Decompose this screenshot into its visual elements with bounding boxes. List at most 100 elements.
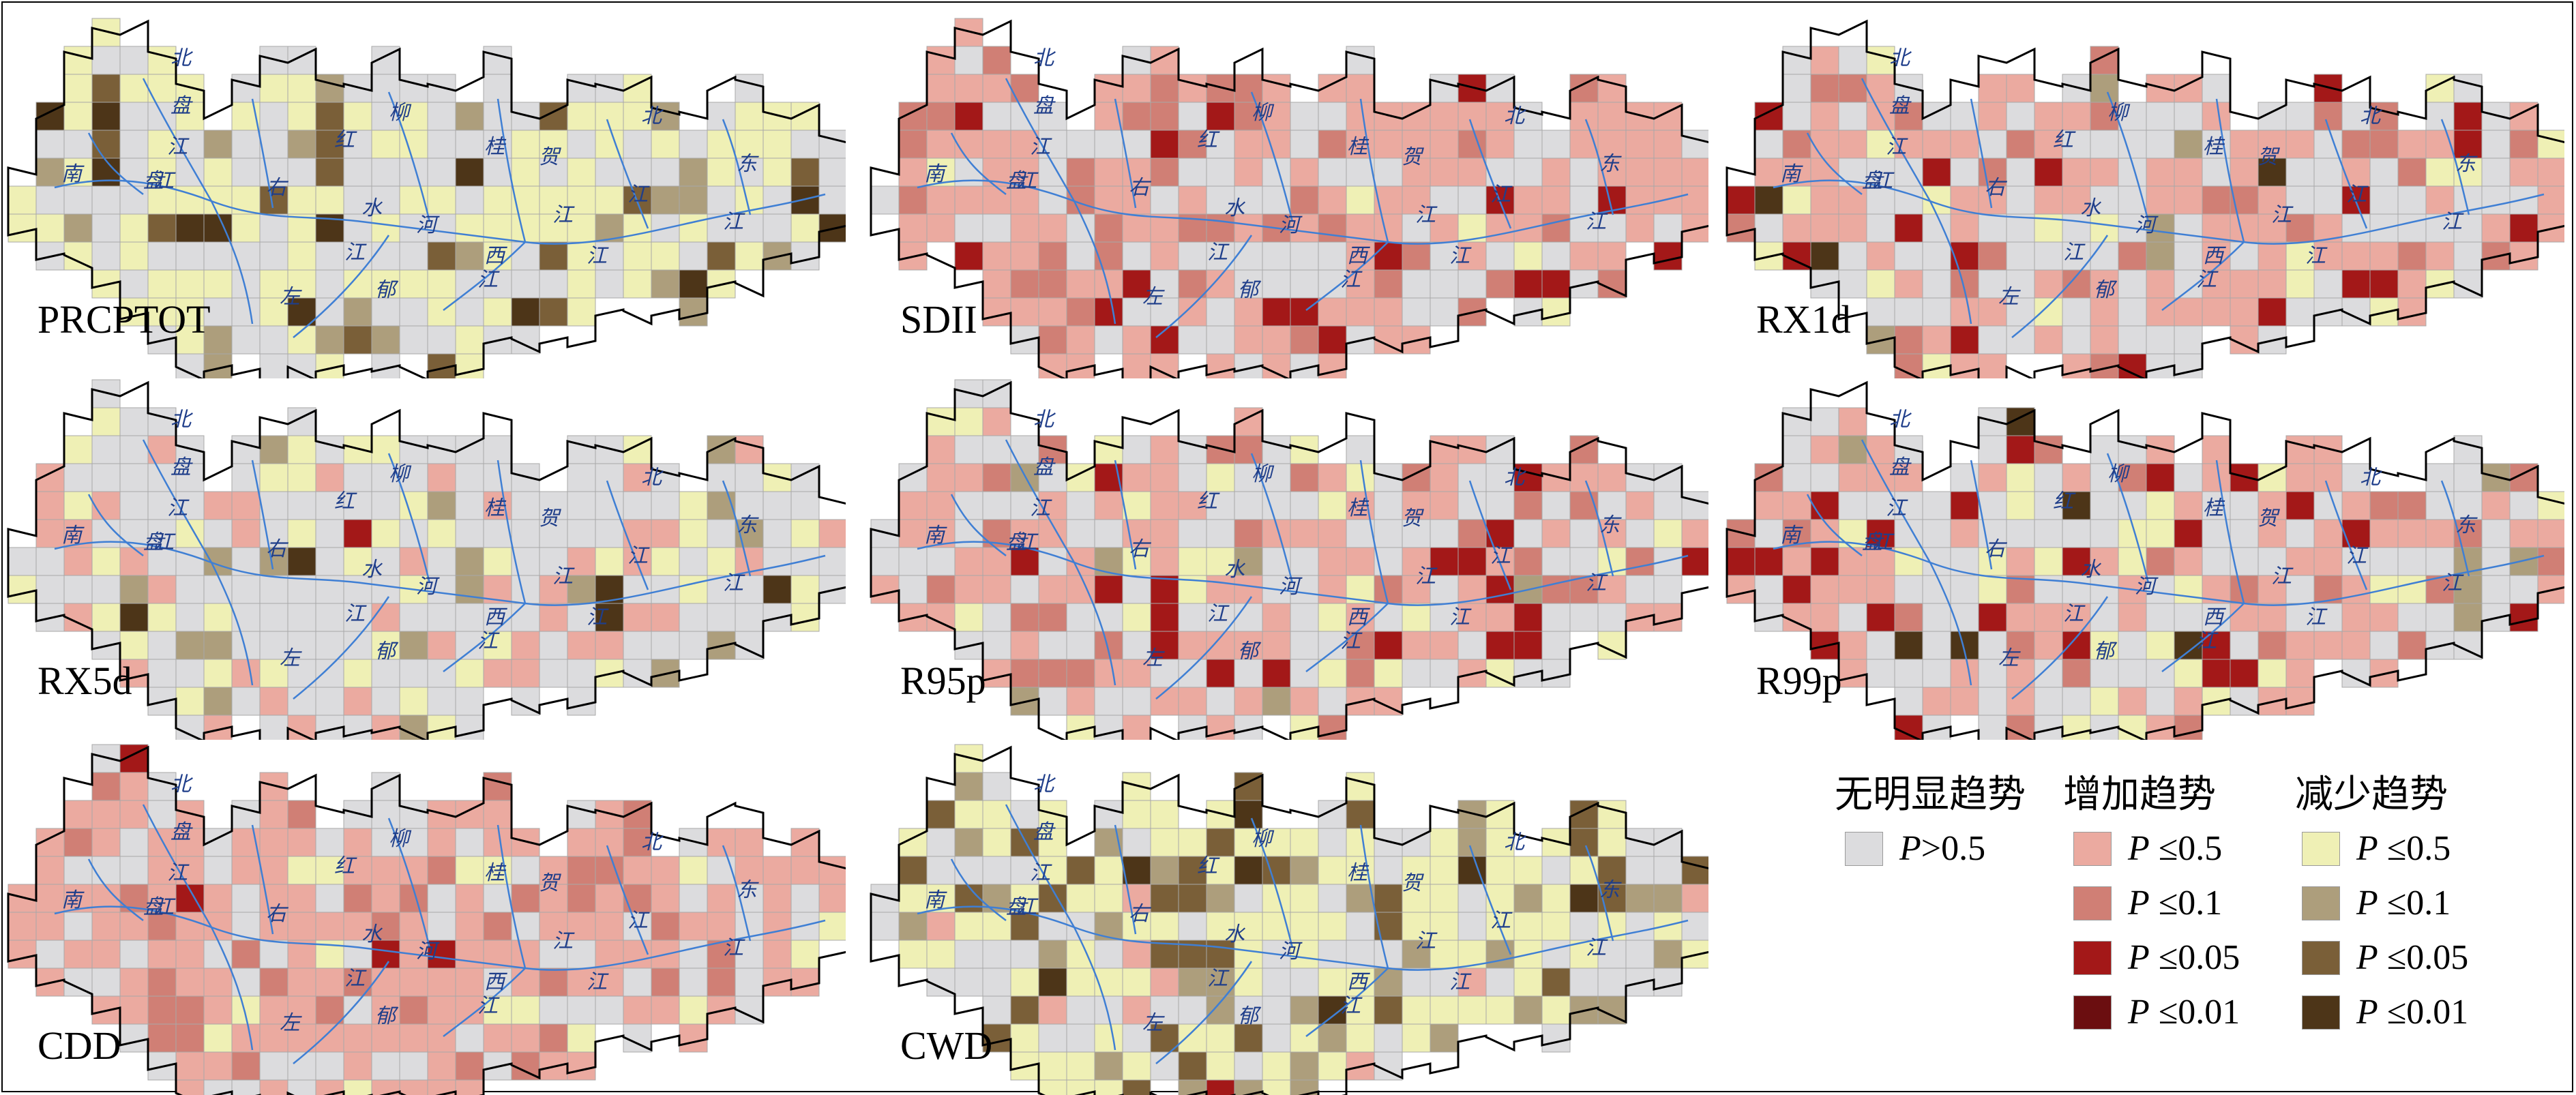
grid-cell-gray [1262, 185, 1291, 215]
grid-cell-inc-05 [2257, 575, 2287, 604]
grid-cell-gray [763, 213, 792, 243]
grid-cell-dec-05 [651, 241, 680, 271]
grid-cell-dec-05 [2090, 213, 2119, 243]
river-char: 郁 [1238, 278, 1262, 302]
grid-cell-gray [175, 575, 205, 604]
grid-cell-gray [231, 800, 261, 829]
grid-cell-gray [1262, 967, 1291, 997]
grid-cell-inc-05 [2341, 603, 2371, 632]
grid-cell-gray [1262, 1023, 1291, 1053]
grid-cell-inc-05 [1681, 884, 1708, 913]
grid-cell-inc-005 [2118, 353, 2147, 378]
grid-cell-inc-05 [287, 715, 316, 740]
grid-cell-gray [1066, 519, 1095, 548]
grid-cell-inc-05 [1430, 435, 1459, 464]
river-line [2324, 480, 2368, 590]
panel-label-sdii: SDII [900, 297, 977, 342]
grid-cell-inc-05 [2285, 463, 2315, 492]
grid-cell-dec-05 [1430, 884, 1459, 913]
grid-cell-gray [511, 519, 540, 548]
grid-cell-inc-05 [1150, 241, 1179, 271]
grid-cell-gray [1038, 1023, 1067, 1053]
river-char: 江 [627, 183, 650, 207]
grid-cell-inc-01 [1010, 269, 1039, 299]
grid-cell-inc-01 [1457, 519, 1487, 548]
grid-cell-inc-05 [926, 185, 956, 215]
grid-cell-dec-05 [1122, 603, 1151, 632]
river-char: 江 [1030, 861, 1052, 885]
grid-cell-gray [1066, 603, 1095, 632]
grid-cell-dec-05 [91, 269, 121, 299]
grid-cell-inc-05 [1950, 297, 1979, 327]
river-char: 北 [1504, 830, 1526, 854]
grid-cell-gray [1430, 241, 1459, 271]
grid-cell-gray [1894, 575, 1923, 604]
grid-cell-inc-05 [2174, 547, 2203, 576]
river-char: 北 [641, 466, 664, 490]
grid-cell-gray [2146, 130, 2175, 159]
grid-cell-inc-05 [2230, 297, 2259, 327]
grid-cell-gray [1038, 463, 1067, 492]
grid-cell-inc-05 [259, 687, 288, 716]
grid-cell-inc-05 [1978, 353, 2007, 378]
grid-cell-gray [1178, 241, 1207, 271]
p-symbol: P [2356, 829, 2378, 868]
grid-cell-inc-01 [707, 967, 736, 997]
grid-cell-inc-05 [1754, 158, 1783, 187]
grid-cell-dec-05 [1066, 1051, 1095, 1081]
river-network [54, 439, 826, 700]
river-char: 江 [1886, 135, 1908, 159]
grid-cell-gray [371, 659, 400, 688]
grid-cell-inc-01 [2202, 185, 2231, 215]
grid-cell-inc-05 [2285, 435, 2315, 464]
grid-cell-inc-05 [1150, 435, 1179, 464]
grid-cell-gray [2509, 491, 2538, 520]
grid-cell-dec-005 [1569, 828, 1599, 857]
grid-cell-gray [926, 547, 956, 576]
grid-cell-dec-001 [1569, 884, 1599, 913]
river-line [2215, 98, 2245, 243]
grid-cell-inc-05 [1290, 687, 1319, 716]
grid-cells [870, 744, 1708, 1095]
grid-cell-gray [1653, 547, 1683, 576]
grid-cells [8, 379, 846, 740]
grid-cell-inc-05 [1810, 435, 1839, 464]
grid-cell-inc-05 [2146, 269, 2175, 299]
p-symbol: P [1899, 829, 1921, 868]
river-labels: 北盘江南 盘江柳红右水江河桂 贺江左郁江西 江北江东江 [61, 46, 759, 309]
river-line [387, 91, 431, 222]
grid-cell-inc-01 [1318, 213, 1347, 243]
river-char: 柳 [1252, 462, 1275, 486]
grid-cell-dec-005 [315, 130, 344, 159]
grid-cell-gray [567, 995, 596, 1025]
grid-cell-inc-05 [2062, 158, 2091, 187]
grid-cell-inc-05 [1922, 687, 1951, 716]
grid-cell-dec-05 [2257, 659, 2287, 688]
grid-cell-gray [790, 241, 820, 271]
grid-cell-gray [1318, 687, 1347, 716]
grid-cell-dec-01 [1094, 547, 1123, 576]
grid-cell-gray [343, 631, 372, 660]
grid-cell-inc-01 [1150, 158, 1179, 187]
grid-cell-inc-01 [1978, 241, 2007, 271]
grid-cell-inc-005 [371, 940, 400, 969]
grid-cell-inc-01 [483, 772, 512, 801]
grid-cell-gray [175, 241, 205, 271]
grid-cell-inc-005 [1262, 297, 1291, 327]
grid-cell-gray [2425, 603, 2455, 632]
grid-cell-gray [2118, 325, 2147, 355]
grid-cell-dec-05 [790, 575, 820, 604]
grid-cell-dec-05 [147, 269, 177, 299]
river-char: 柳 [1252, 827, 1275, 851]
grid-cell-dec-01 [1038, 940, 1067, 969]
river-line [1929, 200, 1972, 325]
grid-cell-gray [1978, 491, 2007, 520]
grid-cells [870, 379, 1708, 740]
grid-cell-inc-05 [455, 912, 484, 941]
river-line [1073, 562, 1116, 686]
grid-cell-dec-05 [287, 213, 316, 243]
grid-cell-inc-05 [1810, 130, 1839, 159]
grid-cell-gray [1653, 213, 1683, 243]
grid-cell-inc-05 [1346, 213, 1375, 243]
grid-cell-dec-05 [63, 74, 93, 103]
